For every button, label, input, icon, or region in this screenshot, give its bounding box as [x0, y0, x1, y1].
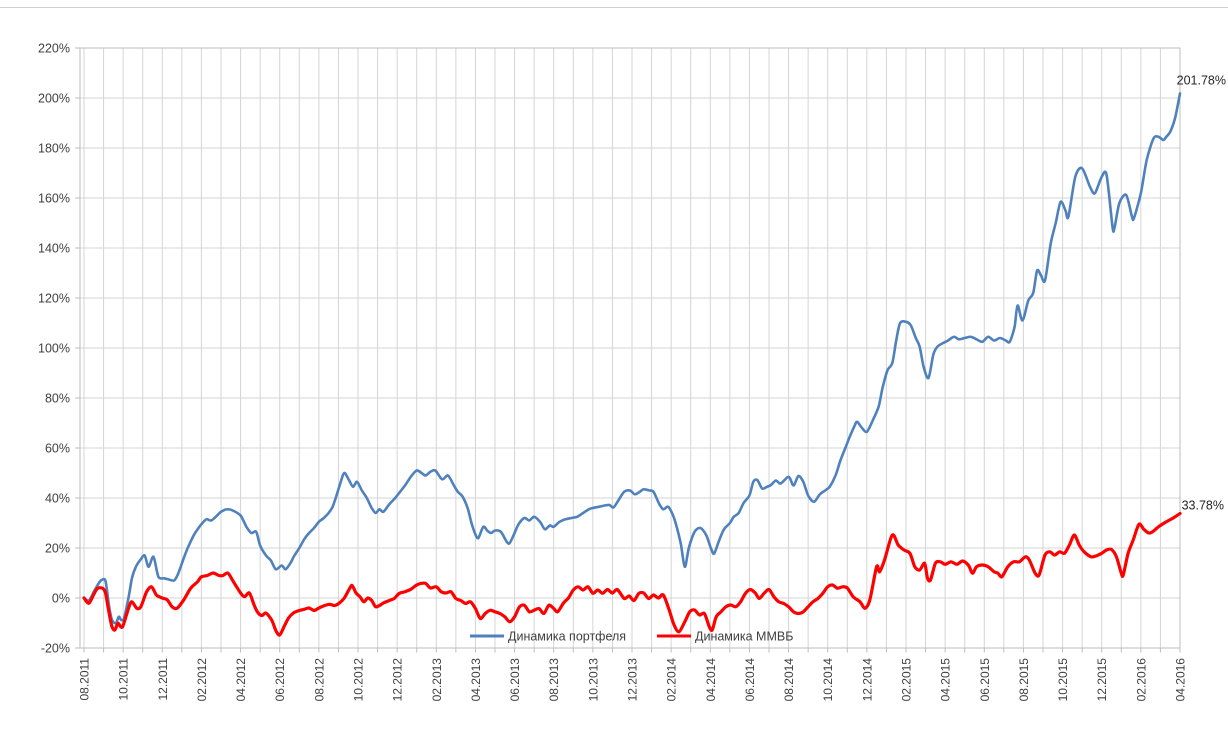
x-axis-label: 12.2014 — [860, 658, 874, 702]
x-axis-label: 04.2016 — [1174, 658, 1188, 702]
x-axis-label: 12.2011 — [156, 658, 170, 701]
x-axis-label: 08.2013 — [547, 658, 561, 702]
y-axis-label: 200% — [38, 92, 70, 106]
y-axis-label: 120% — [38, 292, 70, 306]
x-axis-label: 02.2014 — [665, 658, 679, 702]
x-axis-label: 10.2012 — [352, 658, 366, 702]
y-axis-label: 0% — [52, 592, 70, 606]
y-axis-label: 180% — [38, 142, 70, 156]
portfolio-series-line — [82, 92, 1182, 625]
x-axis-label: 06.2012 — [273, 658, 287, 702]
y-axis-label: 60% — [45, 442, 70, 456]
x-axis-label: 08.2011 — [78, 658, 92, 701]
series-end-value-label: 201.78% — [1177, 74, 1226, 88]
y-axis-label: 160% — [38, 192, 70, 206]
x-axis-label: 02.2015 — [900, 658, 914, 702]
mmvb-series-line — [82, 511, 1182, 637]
x-axis-label: 08.2012 — [312, 658, 326, 702]
series-end-value-label: 33.78% — [1182, 499, 1224, 513]
x-axis-label: 04.2012 — [234, 658, 248, 702]
y-axis-label: 100% — [38, 342, 70, 356]
x-axis-label: 08.2014 — [782, 658, 796, 702]
y-axis-label: 220% — [38, 42, 70, 56]
x-axis-label: 06.2013 — [508, 658, 522, 702]
x-axis-label: 04.2013 — [469, 658, 483, 702]
x-axis-label: 02.2013 — [430, 658, 444, 702]
chart-top-border — [0, 7, 1228, 8]
x-axis-label: 10.2015 — [1056, 658, 1070, 702]
y-axis-label: 40% — [45, 492, 70, 506]
x-axis-label: 06.2014 — [743, 658, 757, 702]
portfolio-legend-label: Динамика портфеля — [508, 630, 626, 644]
y-axis-label: 140% — [38, 242, 70, 256]
x-axis-label: 02.2016 — [1134, 658, 1148, 702]
x-axis-label: 10.2014 — [821, 658, 835, 702]
mmvb-legend-label: Динамика ММВБ — [695, 630, 793, 644]
y-axis-label: 20% — [45, 542, 70, 556]
x-axis-label: 10.2011 — [117, 658, 131, 701]
x-axis-label: 12.2015 — [1095, 658, 1109, 702]
x-axis-label: 02.2012 — [195, 658, 209, 702]
x-axis-label: 04.2014 — [704, 658, 718, 702]
x-axis-label: 12.2012 — [391, 658, 405, 702]
y-axis-label: -20% — [41, 642, 70, 656]
y-axis-label: 80% — [45, 392, 70, 406]
x-axis-label: 06.2015 — [978, 658, 992, 702]
x-axis-label: 10.2013 — [586, 658, 600, 702]
x-axis-label: 04.2015 — [939, 658, 953, 702]
x-axis-label: 12.2013 — [626, 658, 640, 702]
x-axis-label: 08.2015 — [1017, 658, 1031, 702]
